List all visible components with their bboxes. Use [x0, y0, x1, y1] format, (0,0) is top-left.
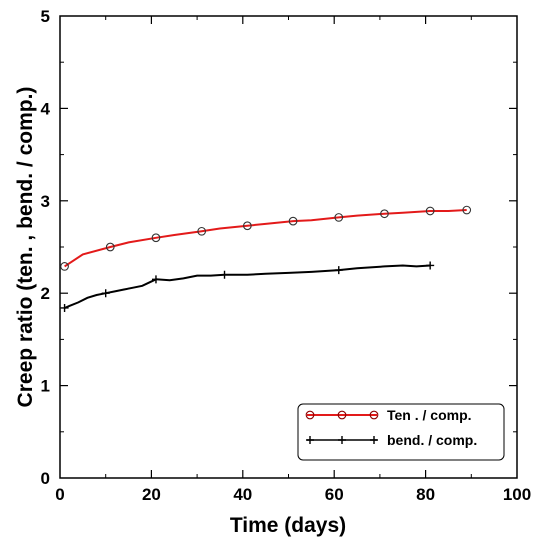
series-point-0 — [462, 205, 472, 215]
series-point-0 — [60, 262, 69, 271]
y-tick-label: 1 — [41, 377, 50, 396]
legend-entry-ten-comp — [305, 410, 379, 420]
legend-sample-marker — [306, 436, 314, 444]
legend-sample-marker — [369, 410, 379, 420]
y-tick-label: 0 — [41, 469, 50, 488]
series-point-0 — [105, 242, 115, 252]
series-point-0 — [425, 206, 435, 216]
y-tick-label: 2 — [41, 284, 50, 303]
x-tick-label: 80 — [416, 485, 435, 504]
y-axis: 0 1 2 3 4 5 — [41, 7, 517, 488]
legend-entry-bend-comp — [306, 436, 378, 444]
legend-sample-marker — [370, 436, 378, 444]
series-point-0 — [197, 226, 207, 236]
y-tick-label: 4 — [41, 99, 51, 118]
legend-box — [297, 403, 505, 461]
x-tick-label: 100 — [503, 485, 531, 504]
legend-label-ten-comp: Ten . / comp. — [387, 407, 472, 423]
legend-label-bend-comp: bend. / comp. — [387, 432, 477, 448]
series-point-1 — [334, 266, 343, 275]
series-point-1 — [101, 289, 110, 298]
series-layer — [60, 205, 472, 312]
x-tick-label: 40 — [233, 485, 252, 504]
x-axis-title: Time (days) — [230, 514, 346, 537]
series-line-0 — [64, 209, 467, 268]
series-line-1 — [64, 264, 431, 309]
x-tick-label: 20 — [142, 485, 161, 504]
series-point-0 — [334, 213, 344, 222]
legend-sample-marker — [305, 410, 315, 420]
series-point-0 — [243, 221, 252, 231]
x-tick-label: 60 — [325, 485, 344, 504]
series-point-0 — [151, 233, 161, 243]
series-point-1 — [426, 261, 435, 270]
y-tick-label: 3 — [41, 192, 50, 211]
x-axis: 0 20 40 60 80 100 — [55, 16, 531, 504]
y-axis-title: Creep ratio (ten. , bend. / comp.) — [14, 87, 37, 408]
legend-sample-marker — [338, 436, 346, 444]
series-point-1 — [151, 275, 160, 284]
y-tick-label: 5 — [41, 7, 50, 26]
series-point-1 — [60, 303, 69, 312]
series-point-1 — [220, 270, 229, 279]
legend: Ten . / comp. bend. / comp. — [297, 403, 505, 461]
x-tick-label: 0 — [55, 485, 64, 504]
series-point-0 — [288, 216, 298, 226]
series-point-0 — [380, 209, 389, 219]
legend-sample-marker — [337, 410, 347, 420]
